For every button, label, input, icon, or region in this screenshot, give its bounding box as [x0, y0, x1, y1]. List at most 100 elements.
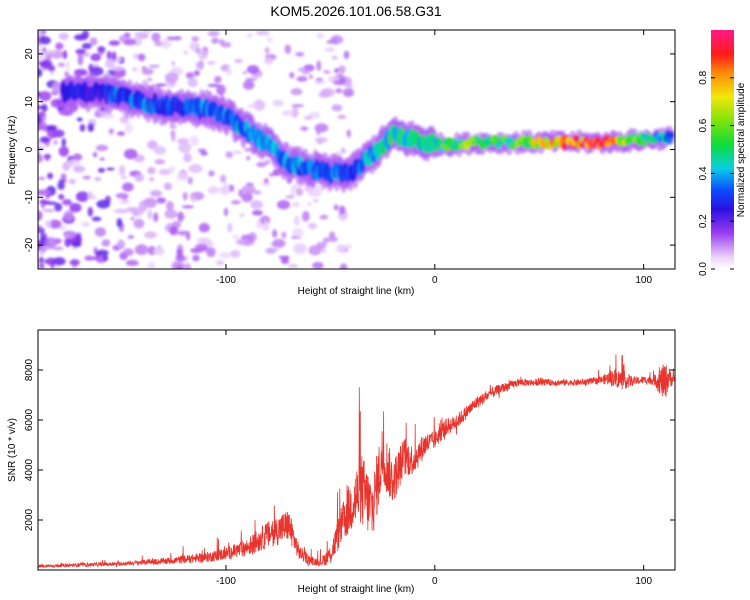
noise-blob [38, 68, 43, 78]
y-tick-label: 8000 [24, 358, 35, 381]
colorbar-tick-label: 0.0 [698, 262, 709, 276]
noise-blob [300, 126, 309, 131]
snr-plot-area [38, 330, 675, 570]
noise-blob [214, 75, 222, 84]
noise-blob [289, 71, 295, 79]
noise-blob [272, 100, 284, 107]
noise-blob [108, 128, 114, 135]
noise-blob [106, 167, 115, 171]
noise-blob [326, 236, 339, 242]
noise-blob [291, 107, 299, 118]
noise-blob [166, 200, 174, 212]
noise-blob [38, 189, 51, 196]
noise-blob [184, 263, 192, 269]
noise-blob [87, 123, 95, 132]
noise-blob [163, 182, 173, 191]
x-tick-label: 0 [432, 576, 438, 587]
noise-blob [62, 199, 73, 206]
noise-blob [42, 138, 52, 142]
y-tick-label: 10 [24, 96, 35, 108]
noise-blob [276, 200, 291, 210]
noise-blob [147, 77, 153, 82]
noise-blob [218, 252, 232, 259]
noise-blob [65, 60, 70, 71]
noise-blob [38, 210, 43, 222]
noise-blob [89, 66, 104, 77]
noise-blob [314, 137, 329, 143]
noise-blob [255, 30, 270, 36]
noise-blob [220, 41, 232, 48]
y-tick-label: 2000 [24, 508, 35, 531]
noise-blob [293, 243, 307, 255]
noise-blob [38, 153, 44, 164]
noise-blob [320, 88, 335, 97]
noise-blob [272, 229, 278, 238]
noise-blob [158, 169, 172, 176]
noise-blob [307, 222, 317, 230]
noise-blob [239, 212, 245, 218]
noise-blob [219, 174, 227, 183]
noise-blob [147, 261, 156, 269]
noise-blob [200, 151, 208, 156]
snr-xlabel: Height of straight line (km) [298, 584, 415, 595]
colorbar-gradient [711, 30, 734, 269]
noise-blob [206, 247, 216, 258]
noise-blob [72, 165, 86, 173]
noise-blob [92, 151, 98, 158]
noise-blob [245, 77, 258, 82]
noise-blob [50, 90, 59, 96]
noise-blob [58, 146, 69, 157]
noise-blob [187, 176, 193, 185]
noise-blob [72, 153, 83, 161]
noise-blob [38, 115, 43, 125]
noise-blob [321, 248, 327, 253]
y-tick-label: -10 [24, 190, 35, 205]
noise-blob [115, 208, 124, 214]
noise-blob [63, 230, 76, 240]
noise-blob [308, 74, 313, 80]
noise-blob [338, 205, 346, 215]
noise-blob [182, 191, 188, 201]
noise-blob [98, 51, 105, 55]
noise-blob [108, 40, 121, 46]
noise-blob [38, 142, 42, 147]
noise-blob [45, 153, 50, 162]
noise-blob [147, 209, 153, 220]
noise-blob [281, 231, 287, 239]
noise-blob [215, 260, 225, 266]
noise-blob [324, 47, 336, 53]
noise-blob [88, 63, 94, 72]
noise-blob [191, 36, 200, 42]
y-tick-label: 20 [24, 48, 35, 60]
noise-blob [192, 254, 200, 262]
colorbar-label: Normalized spectral amplitude [736, 82, 747, 217]
noise-blob [316, 60, 322, 72]
noise-blob [183, 50, 188, 56]
noise-blob [87, 190, 93, 200]
noise-blob [94, 227, 107, 237]
noise-blob [195, 61, 205, 69]
noise-blob [235, 238, 246, 246]
noise-blob [40, 36, 51, 45]
noise-blob [175, 265, 183, 269]
noise-blob [57, 62, 65, 67]
noise-blob [326, 40, 336, 44]
y-tick-label: 0 [24, 146, 35, 152]
x-tick-label: 0 [432, 275, 438, 286]
noise-blob [234, 58, 244, 64]
noise-blob [81, 30, 90, 40]
noise-blob [38, 176, 46, 181]
noise-blob [47, 172, 54, 180]
noise-blob [116, 131, 126, 136]
noise-blob [342, 88, 355, 98]
noise-blob [130, 217, 135, 221]
noise-blob [95, 144, 109, 152]
noise-blob [246, 65, 260, 74]
noise-blob [264, 159, 271, 165]
noise-blob [102, 114, 115, 119]
noise-blob [138, 53, 146, 62]
spectrogram-xlabel: Height of straight line (km) [298, 286, 415, 297]
